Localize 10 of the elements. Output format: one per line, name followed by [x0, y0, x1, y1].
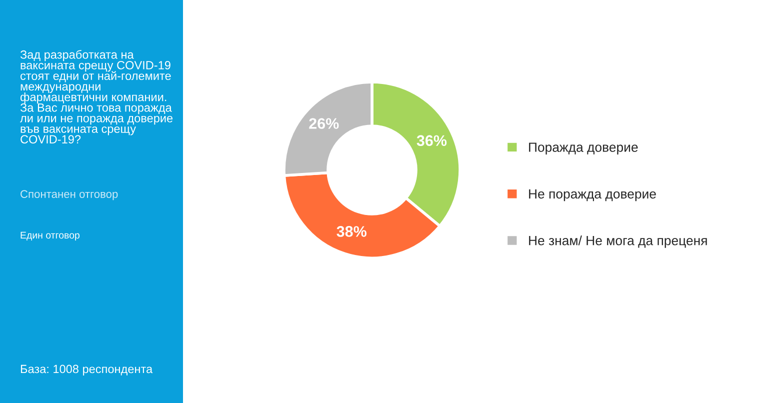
- data-label: 38%: [336, 226, 366, 237]
- data-label: 36%: [416, 135, 447, 146]
- text: Спонтанен отговор: [20, 190, 118, 200]
- legend-label: Не поражда доверие: [529, 189, 656, 202]
- legend-label: Не знам/ Не мога да преценя: [529, 236, 707, 248]
- chart-title: Зад разработката на ваксината срещу COVID-19 стоят едни от най-големите международни фармацевтични компании. За Вас лично това поражда ли или не поражда доверие във ваксината срещу COVID-19?: [20, 50, 173, 144]
- legend-label: Поражда доверие: [529, 142, 638, 155]
- text: База: 1008 респондента: [20, 364, 153, 376]
- data-label: 26%: [309, 118, 339, 129]
- text: Един отговор: [20, 232, 80, 241]
